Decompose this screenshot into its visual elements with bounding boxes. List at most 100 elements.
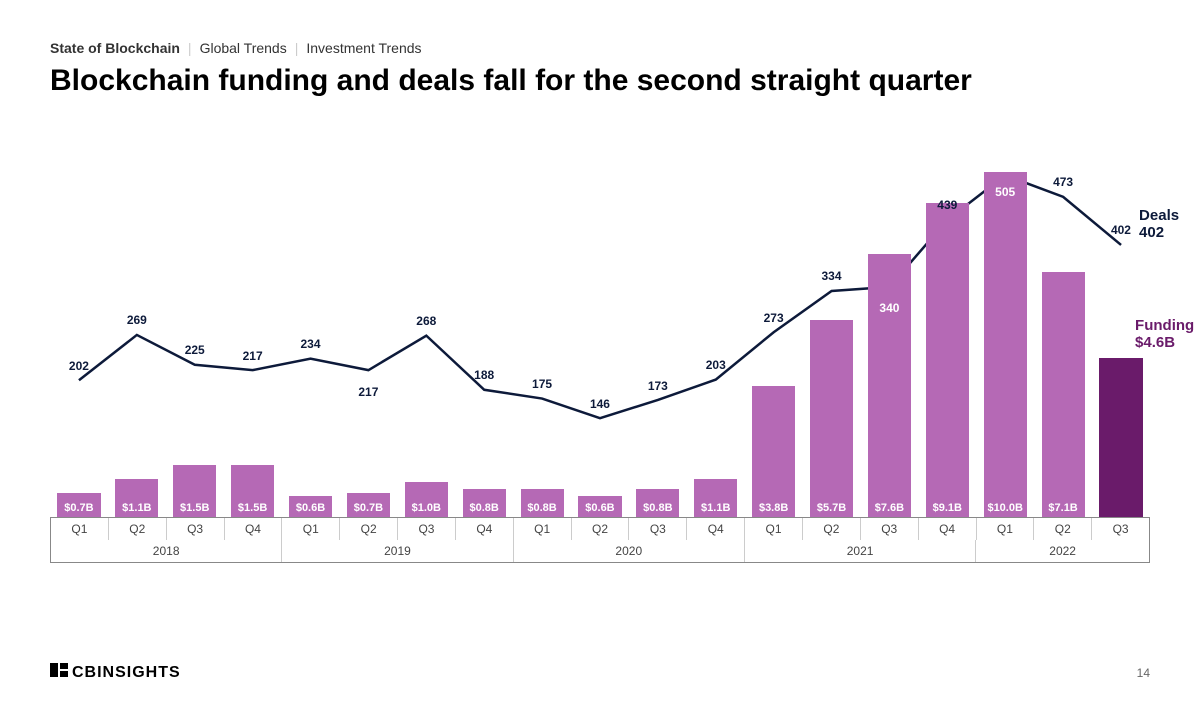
quarter-label: Q4 (687, 518, 745, 540)
deals-data-label: 173 (648, 379, 668, 393)
logo-icon (50, 663, 68, 682)
funding-bar-label: $0.8B (643, 502, 672, 514)
breadcrumb-sep: | (295, 40, 299, 56)
quarter-label: Q2 (109, 518, 167, 540)
quarter-label: Q3 (398, 518, 456, 540)
funding-bar-label: $5.7B (817, 502, 846, 514)
deals-data-label: 273 (764, 311, 784, 325)
deals-data-label: 439 (937, 198, 957, 212)
funding-bar: $7.6B (868, 254, 911, 517)
deals-data-label: 340 (879, 301, 899, 315)
deals-side-label: Deals402 (1139, 207, 1179, 241)
bar-group: $10.0B 505 (976, 138, 1034, 517)
bar-group: $7.6B 340 (860, 138, 918, 517)
funding-bar-label: $3.8B (759, 502, 788, 514)
funding-bar: $7.1B (1042, 272, 1085, 517)
funding-bar-label: $1.5B (238, 502, 267, 514)
funding-bar: $1.5B (173, 465, 216, 517)
breadcrumb: State of Blockchain | Global Trends | In… (50, 40, 1150, 56)
deals-data-label: 225 (185, 343, 205, 357)
funding-bar: $9.1B (926, 203, 969, 517)
quarter-label: Q3 (629, 518, 687, 540)
quarter-label: Q3 (167, 518, 225, 540)
deals-data-label: 146 (590, 397, 610, 411)
funding-bar: $4.6B (1099, 358, 1142, 517)
year-label: 2018 (51, 540, 282, 562)
funding-bar-label: $1.0B (412, 502, 441, 514)
footer: CBINSIGHTS 14 (50, 663, 1150, 682)
page-title: Blockchain funding and deals fall for th… (50, 64, 1150, 98)
funding-bar: $0.8B (636, 489, 679, 517)
bar-group: $3.8B 273 (745, 138, 803, 517)
funding-bar: $1.0B (405, 482, 448, 517)
quarter-label: Q1 (745, 518, 803, 540)
funding-bar-label: $0.8B (527, 502, 556, 514)
chart-plot: $0.7B202$1.1B269$1.5B225$1.5B217$0.6B234… (50, 138, 1150, 518)
deals-data-label: 234 (300, 337, 320, 351)
funding-bar-label: $1.1B (122, 502, 151, 514)
bar-group: $0.6B 146 (571, 138, 629, 517)
x-axis-years: 20182019202020212022 (50, 540, 1150, 563)
quarter-label: Q1 (514, 518, 572, 540)
funding-bar-label: $0.6B (585, 502, 614, 514)
deals-data-label: 203 (706, 358, 726, 372)
bar-group: $9.1B 439 (918, 138, 976, 517)
year-label: 2021 (745, 540, 976, 562)
funding-bar: $10.0B (984, 172, 1027, 517)
funding-bar: $5.7B (810, 320, 853, 517)
bar-group: $1.5B217 (224, 138, 282, 517)
page-number: 14 (1137, 666, 1150, 680)
funding-bar: $0.6B (578, 496, 621, 517)
bar-group: $7.1B 473 (1034, 138, 1092, 517)
funding-bar-label: $0.7B (64, 502, 93, 514)
deals-data-label: 473 (1053, 175, 1073, 189)
deals-data-label: 188 (474, 368, 494, 382)
deals-data-label: 269 (127, 313, 147, 327)
funding-bar: $1.1B (694, 479, 737, 517)
quarter-label: Q4 (919, 518, 977, 540)
quarter-label: Q2 (1034, 518, 1092, 540)
funding-bar: $1.1B (115, 479, 158, 517)
funding-bar-label: $10.0B (987, 502, 1022, 514)
bar-group: $0.8B 175 (513, 138, 571, 517)
funding-bar: $0.8B (463, 489, 506, 517)
quarter-label: Q4 (225, 518, 283, 540)
funding-bar-label: $9.1B (933, 502, 962, 514)
quarter-label: Q2 (340, 518, 398, 540)
bar-group: $0.6B 234 (282, 138, 340, 517)
quarter-label: Q2 (572, 518, 630, 540)
year-label: 2020 (514, 540, 745, 562)
funding-bar-label: $0.6B (296, 502, 325, 514)
quarter-label: Q3 (861, 518, 919, 540)
funding-bar: $0.6B (289, 496, 332, 517)
quarter-label: Q1 (282, 518, 340, 540)
deals-data-label: 505 (995, 185, 1015, 199)
bar-group: $1.5B 225 (166, 138, 224, 517)
funding-bar: $0.8B (521, 489, 564, 517)
deals-data-label: 175 (532, 377, 552, 391)
deals-data-label: 402 (1111, 223, 1131, 237)
funding-side-label: Funding$4.6B (1135, 317, 1194, 351)
deals-data-label: 334 (822, 269, 842, 283)
funding-bar-label: $1.1B (701, 502, 730, 514)
logo: CBINSIGHTS (50, 663, 181, 682)
quarter-label: Q3 (1092, 518, 1149, 540)
year-label: 2022 (976, 540, 1149, 562)
bar-group: $0.8B 188 (455, 138, 513, 517)
quarter-label: Q4 (456, 518, 514, 540)
funding-bar-label: $7.1B (1048, 502, 1077, 514)
logo-text: CBINSIGHTS (72, 664, 181, 682)
quarter-label: Q1 (977, 518, 1035, 540)
funding-bar-label: $0.7B (354, 502, 383, 514)
deals-data-label: 268 (416, 314, 436, 328)
bar-group: $5.7B 334 (803, 138, 861, 517)
quarter-label: Q1 (51, 518, 109, 540)
quarter-label: Q2 (803, 518, 861, 540)
breadcrumb-3: Investment Trends (306, 40, 421, 56)
breadcrumb-sep: | (188, 40, 192, 56)
bar-group: $1.0B 268 (397, 138, 455, 517)
funding-bar-label: $7.6B (875, 502, 904, 514)
funding-bar: $3.8B (752, 386, 795, 517)
chart: $0.7B202$1.1B269$1.5B225$1.5B217$0.6B234… (50, 138, 1150, 578)
funding-bar: $0.7B (57, 493, 100, 517)
